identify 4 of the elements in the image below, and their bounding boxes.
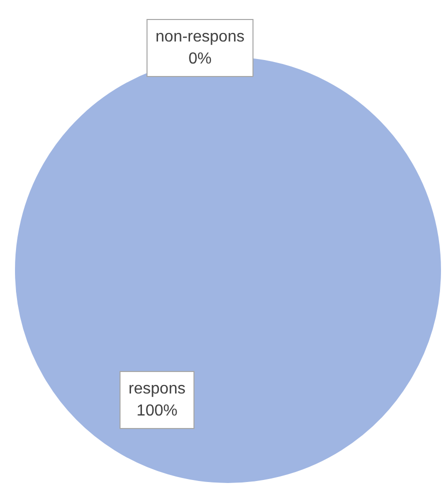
slice-label: respons bbox=[128, 380, 186, 398]
category-label: non-respons bbox=[156, 28, 244, 46]
data-label: 100% bbox=[136, 402, 178, 420]
text: 0% bbox=[188, 50, 212, 68]
